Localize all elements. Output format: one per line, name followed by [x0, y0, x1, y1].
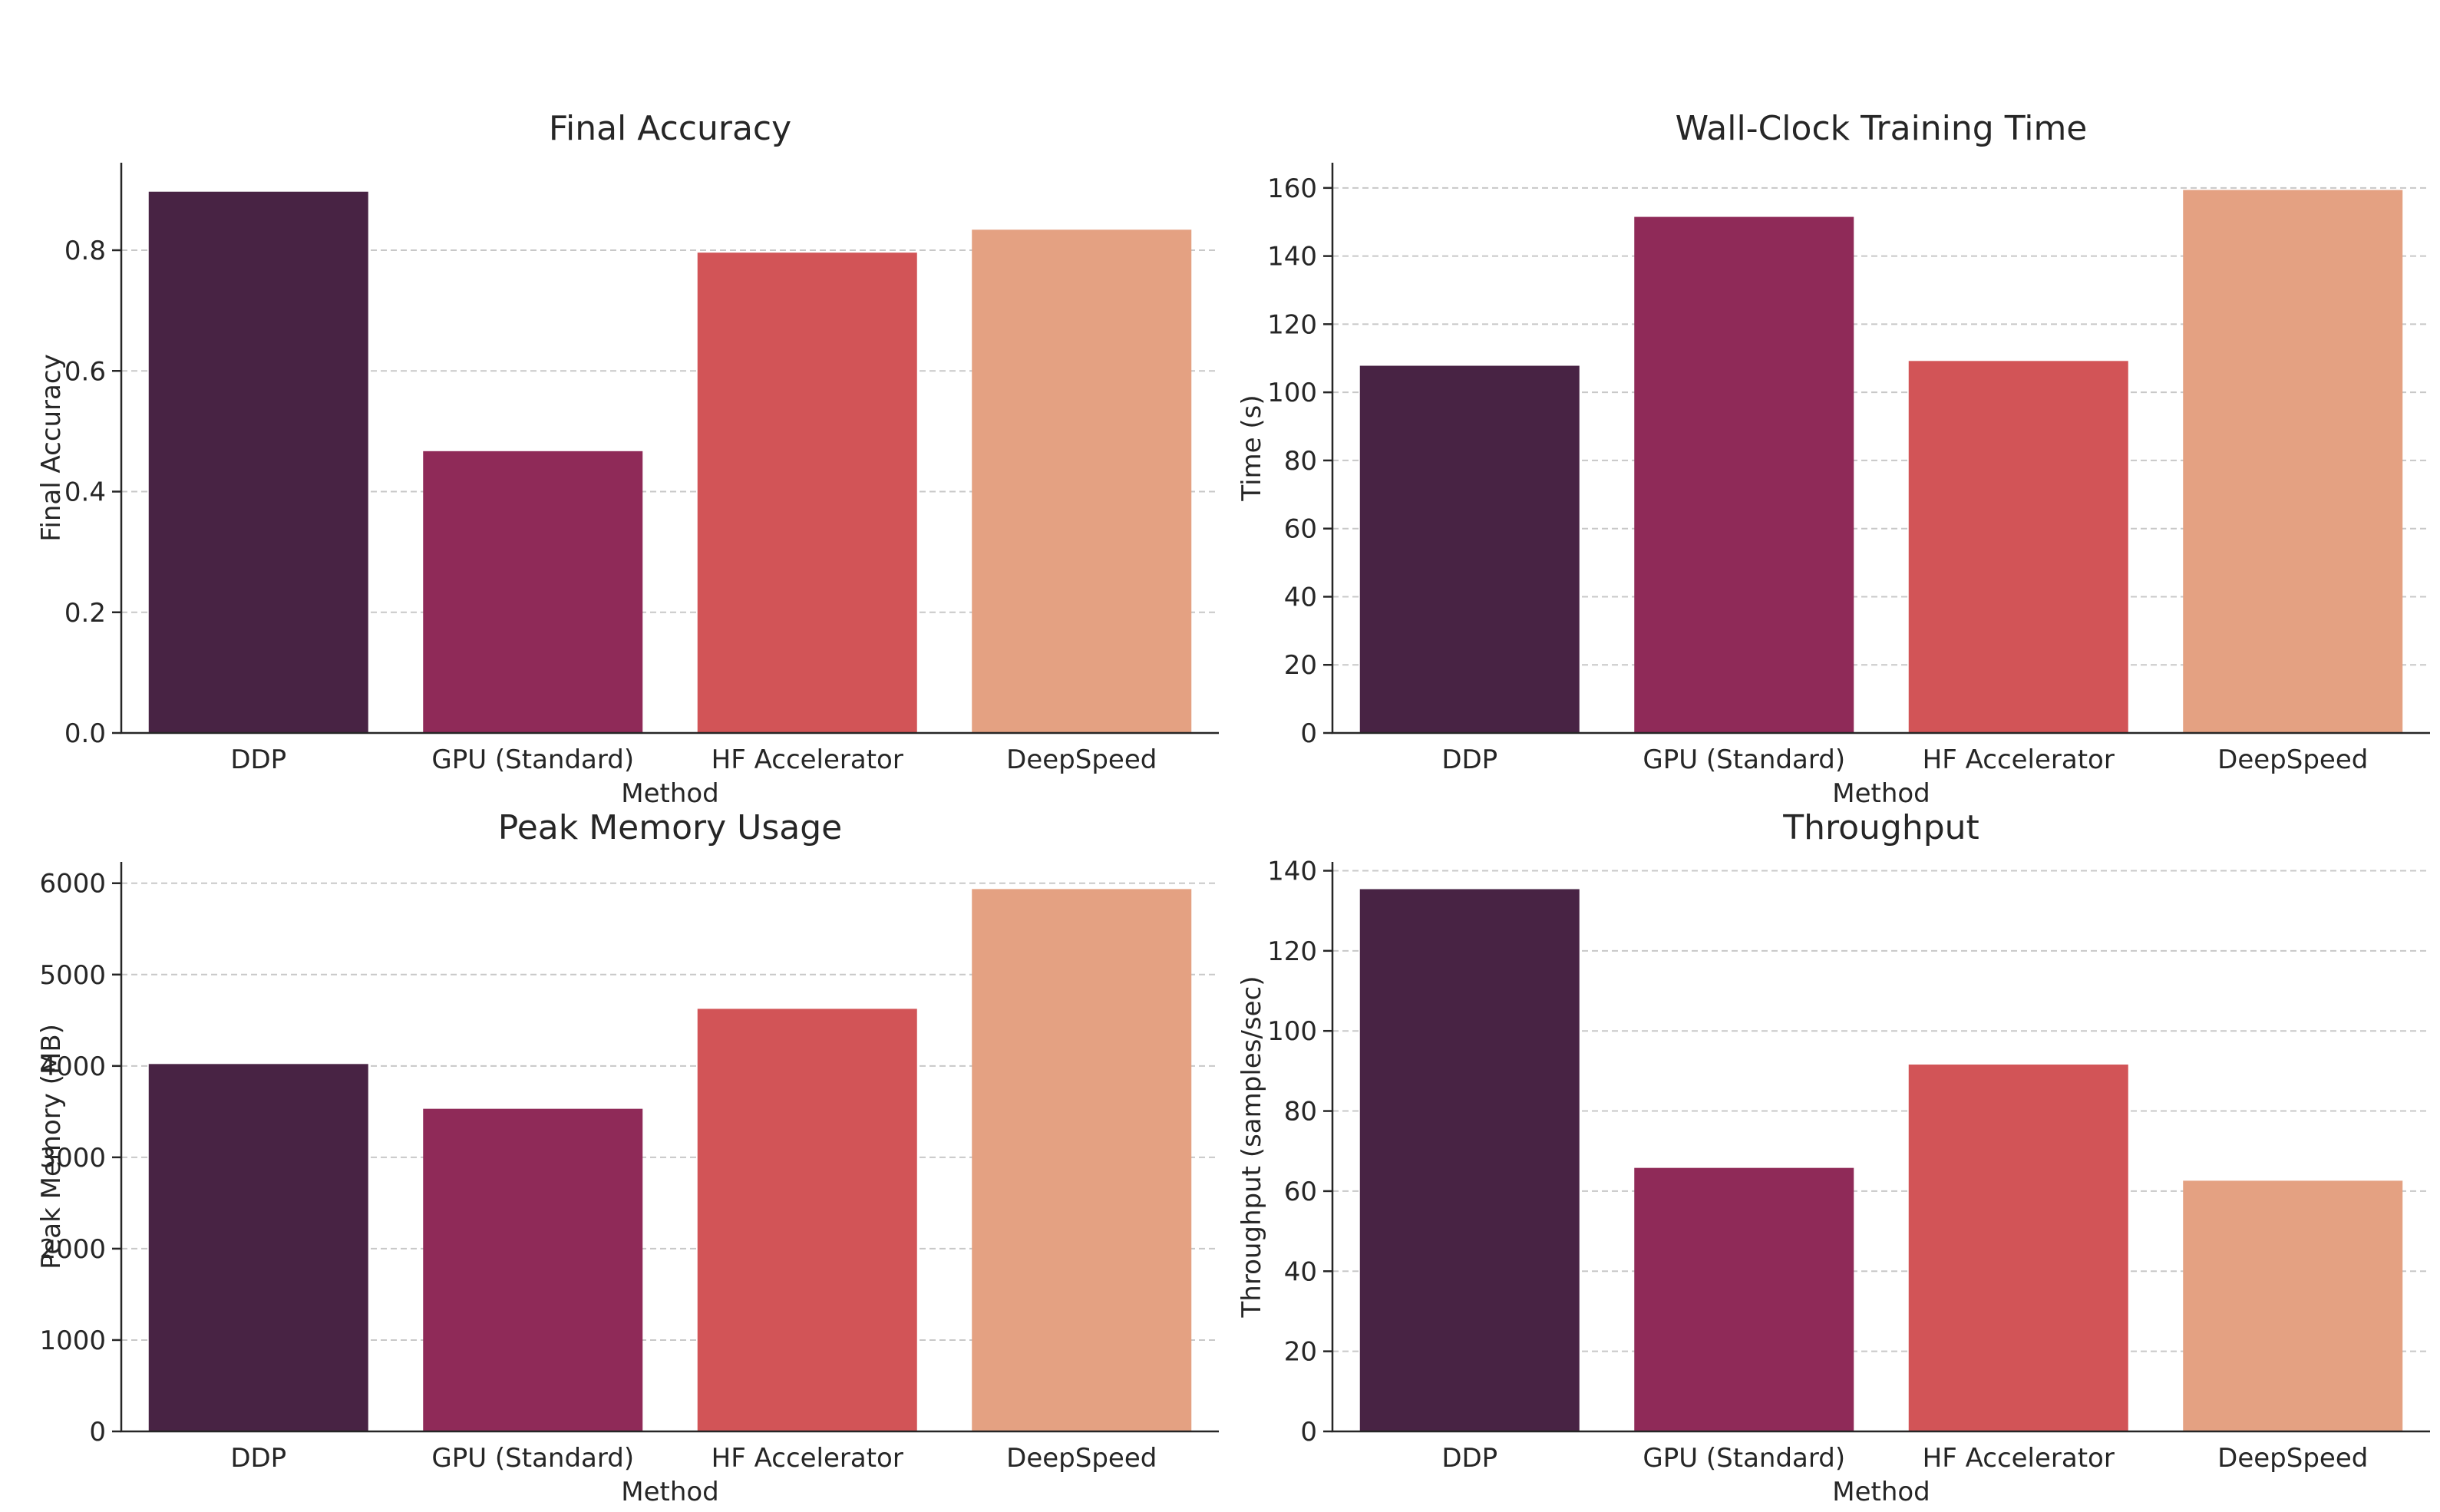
y-tick-label: 0.0 [64, 718, 106, 749]
x-axis-label: Method [621, 778, 719, 809]
bar-ddp [148, 1064, 368, 1431]
y-tick-label: 140 [1267, 242, 1317, 272]
y-axis-label: Final Accuracy [36, 354, 67, 541]
x-tick-label: GPU (Standard) [1643, 1443, 1845, 1474]
bar-deepspeed [972, 889, 1192, 1431]
y-tick-label: 120 [1267, 936, 1317, 967]
y-tick-label: 40 [1284, 582, 1317, 612]
y-tick-label: 100 [1267, 1016, 1317, 1047]
bar-hf-accelerator [1908, 361, 2128, 733]
y-tick-label: 0 [1300, 718, 1317, 749]
x-tick-label: DDP [1441, 744, 1497, 775]
x-tick-label: DeepSpeed [2217, 744, 2368, 775]
chart-panel-2: 0 20 40 60 80 100 120 140 160 DDP GPU (Standard) HF… [1237, 109, 2430, 809]
x-axis-label: Method [1832, 778, 1930, 809]
y-tick-label: 0.6 [64, 356, 106, 387]
y-tick-label: 0 [89, 1417, 106, 1448]
bar-deepspeed [2183, 1180, 2403, 1431]
bar-gpu-standard [423, 451, 643, 733]
x-tick-label: DeepSpeed [1006, 744, 1157, 775]
y-tick-label: 100 [1267, 378, 1317, 408]
axis-spine [120, 163, 1219, 735]
bar-ddp [1359, 889, 1580, 1431]
x-tick-label: DeepSpeed [1006, 1443, 1157, 1474]
bar-ddp [148, 191, 368, 733]
y-tick-label: 0.2 [64, 598, 106, 629]
y-axis-label: Time (s) [1237, 395, 1267, 501]
x-tick-label: DDP [230, 744, 286, 775]
y-tick-label: 60 [1284, 514, 1317, 545]
y-tick-label: 160 [1267, 173, 1317, 204]
chart-title: Wall-Clock Training Time [1676, 109, 2088, 148]
y-tick-label: 80 [1284, 1097, 1317, 1127]
bar-deepspeed [2183, 190, 2403, 734]
bar-ddp [1359, 365, 1580, 733]
y-tick-label: 20 [1284, 1337, 1317, 1368]
y-tick-label: 20 [1284, 650, 1317, 681]
chart-panel-1: 0.0 0.2 0.4 0.6 0.8 DDP GPU (Standard) HF Accel… [36, 109, 1219, 809]
x-tick-label: DDP [1441, 1443, 1497, 1474]
chart-title: Final Accuracy [549, 109, 791, 148]
chart-panel-4: 0 20 40 60 80 100 120 140 DDP GPU (Standard) HF Ac… [1237, 808, 2430, 1507]
y-tick-label: 80 [1284, 446, 1317, 477]
x-tick-label: GPU (Standard) [1643, 744, 1845, 775]
y-tick-label: 2000 [39, 1234, 106, 1265]
y-tick-label: 4000 [39, 1051, 106, 1082]
chart-panel-3: 0 1000 2000 3000 4000 5000 6000 DDP GPU (Standar… [36, 808, 1219, 1507]
bar-gpu-standard [1634, 216, 1854, 734]
y-tick-label: 0.4 [64, 477, 106, 508]
y-tick-label: 6000 [39, 869, 106, 900]
x-axis-label: Method [1832, 1477, 1930, 1507]
x-tick-label: HF Accelerator [712, 744, 903, 775]
bar-gpu-standard [423, 1108, 643, 1431]
y-tick-label: 140 [1267, 856, 1317, 886]
bar-gpu-standard [1634, 1167, 1854, 1431]
y-tick-label: 60 [1284, 1177, 1317, 1207]
y-axis-label: Throughput (samples/sec) [1237, 976, 1267, 1319]
axis-spine [120, 862, 1219, 1433]
bar-hf-accelerator [697, 1009, 917, 1431]
bar-hf-accelerator [1908, 1065, 2128, 1431]
y-tick-label: 0.8 [64, 236, 106, 266]
x-tick-label: GPU (Standard) [431, 744, 634, 775]
x-tick-label: HF Accelerator [1923, 1443, 2115, 1474]
x-axis-label: Method [621, 1477, 719, 1507]
chart-title: Peak Memory Usage [498, 808, 843, 847]
x-tick-label: DeepSpeed [2217, 1443, 2368, 1474]
axis-spine [1331, 163, 2430, 735]
y-tick-label: 5000 [39, 960, 106, 991]
bar-deepspeed [972, 229, 1192, 733]
x-tick-label: HF Accelerator [712, 1443, 903, 1474]
y-tick-label: 0 [1300, 1417, 1317, 1448]
y-tick-label: 1000 [39, 1325, 106, 1356]
x-tick-label: DDP [230, 1443, 286, 1474]
y-tick-label: 3000 [39, 1143, 106, 1174]
x-tick-label: GPU (Standard) [431, 1443, 634, 1474]
chart-title: Throughput [1782, 808, 1979, 847]
y-axis-label: Peak Memory (MB) [36, 1024, 67, 1269]
bar-hf-accelerator [697, 253, 917, 733]
y-tick-label: 40 [1284, 1256, 1317, 1287]
y-tick-label: 120 [1267, 309, 1317, 340]
x-tick-label: HF Accelerator [1923, 744, 2115, 775]
axis-spine [1331, 862, 2430, 1433]
